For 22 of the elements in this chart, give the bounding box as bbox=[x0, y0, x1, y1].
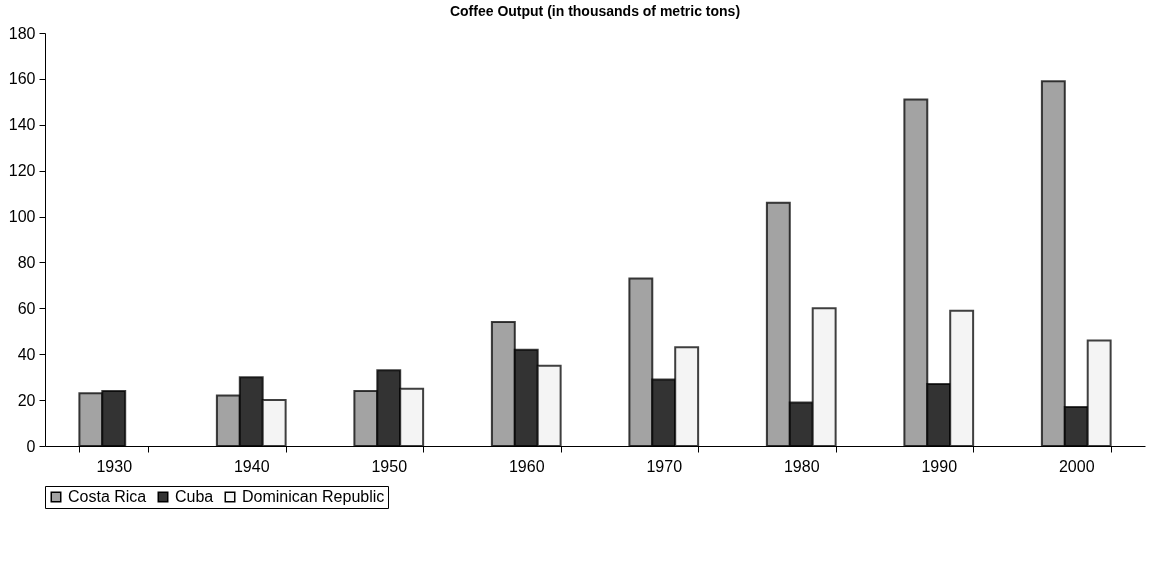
chart-title: Coffee Output (in thousands of metric tons) bbox=[449, 3, 741, 19]
x-tick-label: 1940 bbox=[233, 457, 270, 475]
legend-label: Costa Rica bbox=[68, 488, 147, 505]
legend-label: Dominican Republic bbox=[242, 488, 385, 505]
x-tick-label: 1950 bbox=[371, 457, 408, 475]
y-tick-label: 40 bbox=[17, 345, 36, 363]
x-tick-label: 2000 bbox=[1058, 457, 1095, 475]
legend-label: Cuba bbox=[175, 488, 214, 505]
y-tick-label: 120 bbox=[8, 162, 36, 180]
x-tick-label: 1980 bbox=[783, 457, 820, 475]
y-tick-label: 20 bbox=[17, 391, 36, 409]
y-tick-label: 60 bbox=[17, 299, 36, 317]
x-tick-label: 1970 bbox=[646, 457, 683, 475]
x-tick-label: 1960 bbox=[508, 457, 545, 475]
y-tick-label: 100 bbox=[8, 208, 36, 226]
y-tick-label: 0 bbox=[26, 437, 36, 455]
y-tick-label: 180 bbox=[8, 24, 36, 42]
x-tick-label: 1990 bbox=[921, 457, 958, 475]
y-tick-label: 80 bbox=[17, 253, 36, 271]
y-tick-label: 140 bbox=[8, 116, 36, 134]
y-tick-label: 160 bbox=[8, 70, 36, 88]
x-tick-label: 1930 bbox=[96, 457, 133, 475]
